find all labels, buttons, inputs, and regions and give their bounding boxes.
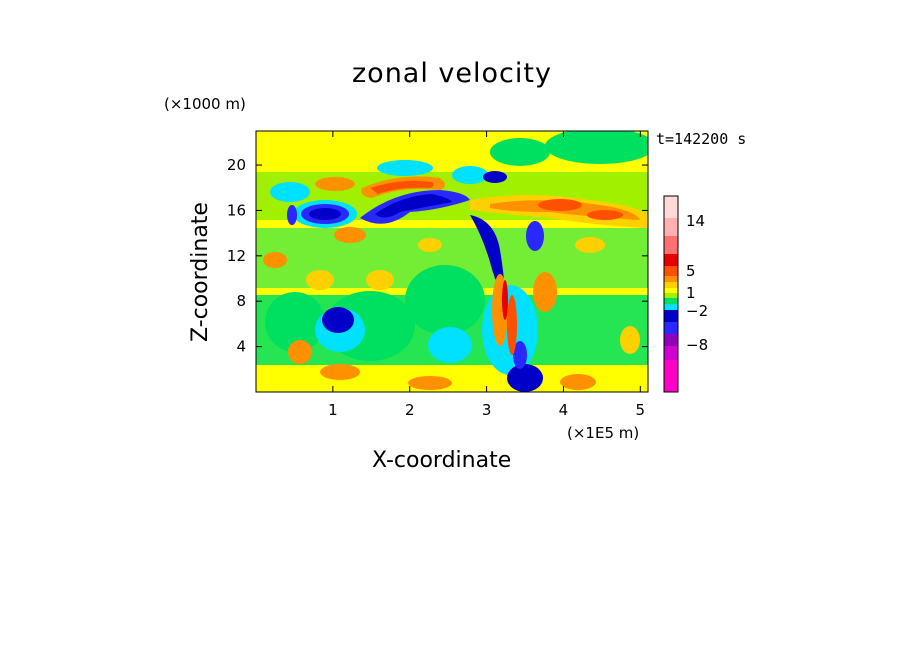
- field-region: [620, 326, 640, 354]
- y-tick-label: 8: [236, 292, 246, 310]
- colorbar: 14 5 1−2 −8: [663, 195, 708, 393]
- colorbar-swatch: [664, 288, 678, 293]
- field-region: [560, 374, 596, 390]
- colorbar-swatch: [664, 293, 678, 298]
- field-region: [418, 238, 442, 252]
- colorbar-swatch: [664, 236, 678, 254]
- field-region: [287, 205, 297, 225]
- colorbar-swatch: [664, 310, 678, 322]
- field-region: [533, 272, 557, 312]
- field-region: [309, 208, 341, 220]
- velocity-field: [256, 131, 648, 392]
- field-region: [375, 194, 452, 218]
- colorbar-label: −8: [686, 336, 708, 354]
- field-region: [315, 177, 355, 191]
- field-region: [377, 160, 433, 176]
- colorbar-label: 5: [686, 262, 696, 280]
- chart-title: zonal velocity: [352, 58, 552, 89]
- colorbar-swatch: [664, 196, 678, 218]
- field-region: [507, 364, 543, 392]
- x-axis-label: X-coordinate: [372, 448, 512, 473]
- field-region: [408, 376, 452, 390]
- colorbar-label: 1: [686, 284, 696, 302]
- x-tick-label: 2: [405, 401, 415, 419]
- field-region: [263, 252, 287, 268]
- colorbar-swatch: [664, 360, 678, 392]
- colorbar-swatch: [664, 282, 678, 288]
- time-label: t=142200 s: [656, 130, 747, 148]
- field-region: [538, 199, 582, 211]
- x-tick-label: 3: [482, 401, 492, 419]
- field-region: [288, 340, 312, 364]
- field-region: [320, 364, 360, 380]
- colorbar-swatch: [664, 298, 678, 304]
- colorbar-swatch: [664, 346, 678, 360]
- x-tick-label: 5: [636, 401, 646, 419]
- colorbar-swatch: [664, 266, 678, 276]
- colorbar-label: 14: [686, 212, 705, 230]
- y-axis-unit: (×1000 m): [164, 95, 246, 113]
- colorbar-swatch: [664, 218, 678, 236]
- field-region: [507, 295, 517, 355]
- field-region: [490, 138, 550, 166]
- field-region: [322, 307, 354, 333]
- colorbar-swatch: [664, 304, 678, 310]
- field-region: [370, 180, 434, 194]
- field-region: [428, 327, 472, 363]
- field-region: [502, 280, 508, 320]
- field-region: [270, 182, 310, 202]
- field-region: [265, 292, 325, 352]
- x-axis-unit: (×1E5 m): [567, 424, 640, 442]
- y-tick-label: 4: [236, 338, 246, 356]
- x-tick-label: 4: [559, 401, 569, 419]
- field-region: [513, 341, 527, 369]
- colorbar-frame: [663, 195, 679, 393]
- field-region: [526, 221, 544, 251]
- field-region: [306, 270, 334, 290]
- colorbar-swatch: [664, 254, 678, 266]
- x-tick-label: 1: [328, 401, 338, 419]
- y-tick-label: 16: [227, 201, 246, 219]
- field-region: [545, 131, 648, 164]
- field-region: [575, 237, 605, 253]
- colorbar-label: −2: [686, 302, 708, 320]
- colorbar-swatch: [664, 276, 678, 282]
- y-tick-label: 12: [227, 247, 246, 265]
- field-region: [452, 166, 488, 184]
- field-region: [405, 265, 485, 335]
- y-tick-label: 20: [227, 156, 246, 174]
- plot-frame: [255, 130, 649, 393]
- field-region: [334, 227, 366, 243]
- field-region: [483, 171, 507, 183]
- field-region: [366, 270, 394, 290]
- field-region: [587, 210, 623, 220]
- colorbar-swatch: [664, 334, 678, 346]
- colorbar-swatch: [664, 322, 678, 334]
